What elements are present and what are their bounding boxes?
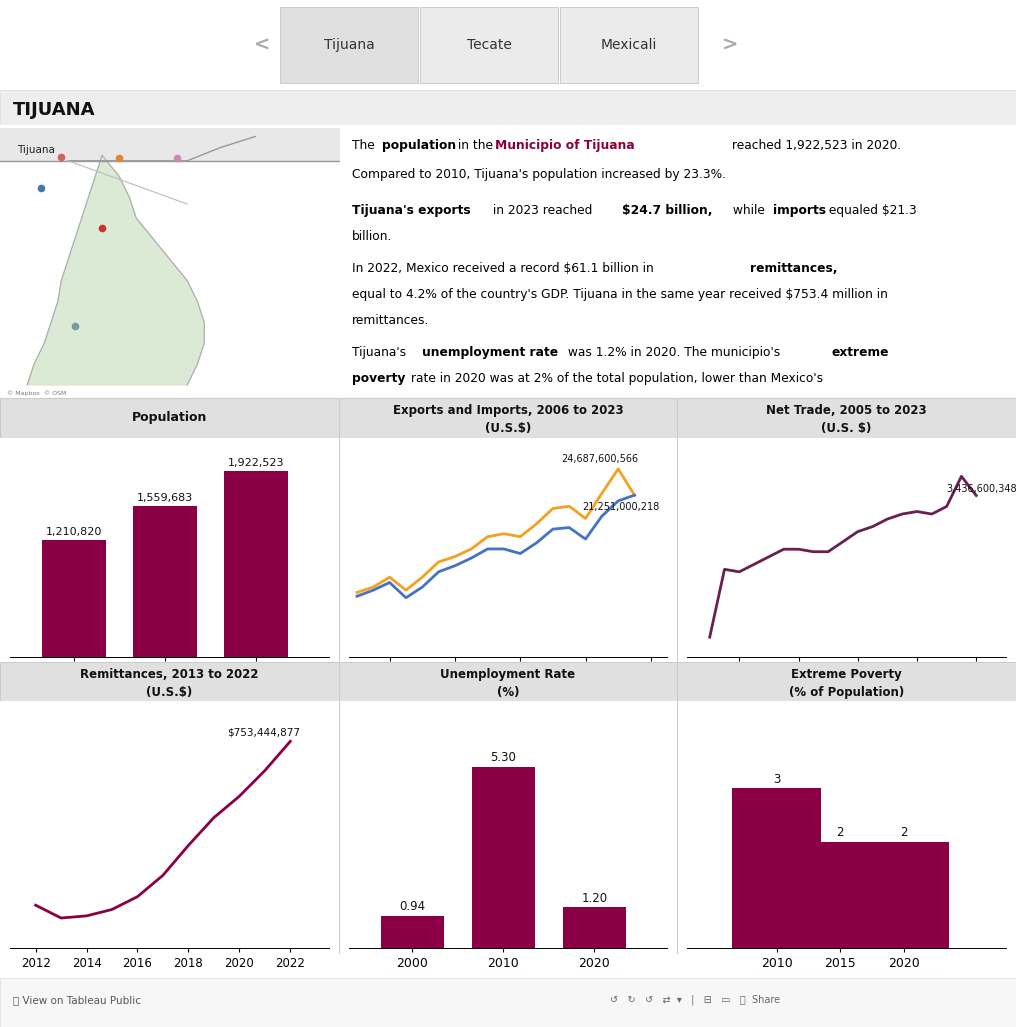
Bar (133, 506, 197, 657)
Bar (420, 7, 558, 83)
Text: >: > (721, 36, 739, 54)
Text: Exports and Imports, 2006 to 2023: Exports and Imports, 2006 to 2023 (393, 405, 623, 417)
Text: (U.S. $): (U.S. $) (822, 422, 872, 435)
Bar (563, 907, 626, 948)
Text: Tijuana's: Tijuana's (353, 346, 410, 358)
Bar (280, 7, 418, 83)
Bar (471, 767, 535, 948)
Text: Tijuana: Tijuana (324, 38, 374, 52)
Text: Unemployment Rate: Unemployment Rate (441, 669, 575, 681)
Polygon shape (27, 155, 204, 385)
Text: remittances.: remittances. (353, 314, 430, 328)
Text: ↺   ↻   ↺   ⇄  ▾   |   ⊟   ▭   🔗  Share: ↺ ↻ ↺ ⇄ ▾ | ⊟ ▭ 🔗 Share (610, 994, 779, 1005)
Text: 1,559,683: 1,559,683 (137, 493, 193, 503)
Text: ⌗ View on Tableau Public: ⌗ View on Tableau Public (13, 995, 141, 1004)
Text: Remittances, 2013 to 2022: Remittances, 2013 to 2022 (80, 669, 259, 681)
Bar (381, 916, 444, 948)
Text: © Mapbox  © OSM: © Mapbox © OSM (7, 390, 66, 395)
Text: billion.: billion. (353, 230, 392, 242)
Text: rate in 2020 was at 2% of the total population, lower than Mexico's: rate in 2020 was at 2% of the total popu… (406, 372, 823, 385)
Text: 21,251,000,218: 21,251,000,218 (582, 502, 659, 511)
Text: Population: Population (132, 412, 207, 424)
Text: in the: in the (454, 140, 497, 152)
Text: Tecate: Tecate (466, 38, 511, 52)
Text: reached 1,922,523 in 2020.: reached 1,922,523 in 2020. (728, 140, 901, 152)
Text: unemployment rate: unemployment rate (422, 346, 558, 358)
Text: 1,922,523: 1,922,523 (228, 458, 284, 468)
Text: In 2022, Mexico received a record $61.1 billion in: In 2022, Mexico received a record $61.1 … (353, 262, 657, 275)
Text: The: The (353, 140, 379, 152)
Text: 1.20: 1.20 (581, 891, 608, 905)
Text: Compared to 2010, Tijuana's population increased by 23.3%.: Compared to 2010, Tijuana's population i… (353, 167, 726, 181)
Text: (U.S.$): (U.S.$) (146, 686, 192, 699)
Bar (796, 841, 885, 948)
Text: 24,687,600,566: 24,687,600,566 (561, 454, 638, 464)
Text: (U.S.$): (U.S.$) (485, 422, 531, 435)
Text: 2: 2 (836, 826, 844, 839)
Text: 3: 3 (773, 772, 780, 786)
Text: population: population (382, 140, 456, 152)
Text: Tijuana: Tijuana (17, 145, 55, 155)
Text: TIJUANA: TIJUANA (13, 101, 96, 118)
Text: 2: 2 (900, 826, 907, 839)
Text: Extreme Poverty: Extreme Poverty (791, 669, 902, 681)
Bar (42, 540, 106, 657)
Text: (% of Population): (% of Population) (789, 686, 904, 699)
Text: poverty: poverty (353, 372, 405, 385)
Bar (733, 789, 821, 948)
Text: extreme poverty rate of 8.5% of the national population.: extreme poverty rate of 8.5% of the nati… (353, 398, 700, 411)
Text: in 2023 reached: in 2023 reached (489, 204, 595, 217)
Bar (0, 128, 340, 161)
Text: 5.30: 5.30 (491, 752, 516, 764)
Text: Tijuana's exports: Tijuana's exports (353, 204, 470, 217)
Text: imports: imports (773, 204, 826, 217)
Text: Mexicali: Mexicali (600, 38, 657, 52)
Text: 1,210,820: 1,210,820 (46, 527, 102, 537)
Text: equaled $21.3: equaled $21.3 (825, 204, 916, 217)
Text: while: while (729, 204, 769, 217)
Text: equal to 4.2% of the country's GDP. Tijuana in the same year received $753.4 mil: equal to 4.2% of the country's GDP. Tiju… (353, 289, 888, 301)
Bar (224, 470, 288, 657)
Text: $24.7 billion,: $24.7 billion, (622, 204, 712, 217)
Text: 3,436,600,348: 3,436,600,348 (947, 485, 1016, 494)
Bar (860, 841, 949, 948)
Text: Net Trade, 2005 to 2023: Net Trade, 2005 to 2023 (766, 405, 927, 417)
Text: was 1.2% in 2020. The municipio's: was 1.2% in 2020. The municipio's (564, 346, 783, 358)
Text: extreme: extreme (831, 346, 889, 358)
Text: Municipio of Tijuana: Municipio of Tijuana (495, 140, 635, 152)
Text: <: < (254, 36, 270, 54)
Text: $753,444,877: $753,444,877 (227, 728, 300, 738)
Bar (560, 7, 698, 83)
Text: remittances,: remittances, (750, 262, 837, 275)
Text: (%): (%) (497, 686, 519, 699)
Text: 0.94: 0.94 (399, 901, 426, 913)
